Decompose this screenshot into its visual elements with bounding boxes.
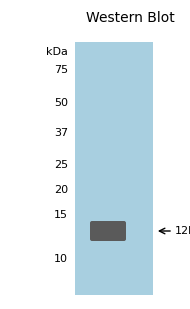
Text: Western Blot: Western Blot — [86, 11, 174, 25]
Text: 37: 37 — [54, 128, 68, 138]
Bar — [75, 42, 153, 295]
Text: 25: 25 — [54, 160, 68, 170]
Text: 20: 20 — [54, 185, 68, 195]
Text: 10: 10 — [54, 254, 68, 264]
Text: 12kDa: 12kDa — [175, 226, 190, 236]
Text: kDa: kDa — [46, 47, 68, 57]
FancyBboxPatch shape — [90, 221, 126, 241]
Text: 15: 15 — [54, 210, 68, 220]
Text: 75: 75 — [54, 65, 68, 75]
Text: 50: 50 — [54, 98, 68, 108]
